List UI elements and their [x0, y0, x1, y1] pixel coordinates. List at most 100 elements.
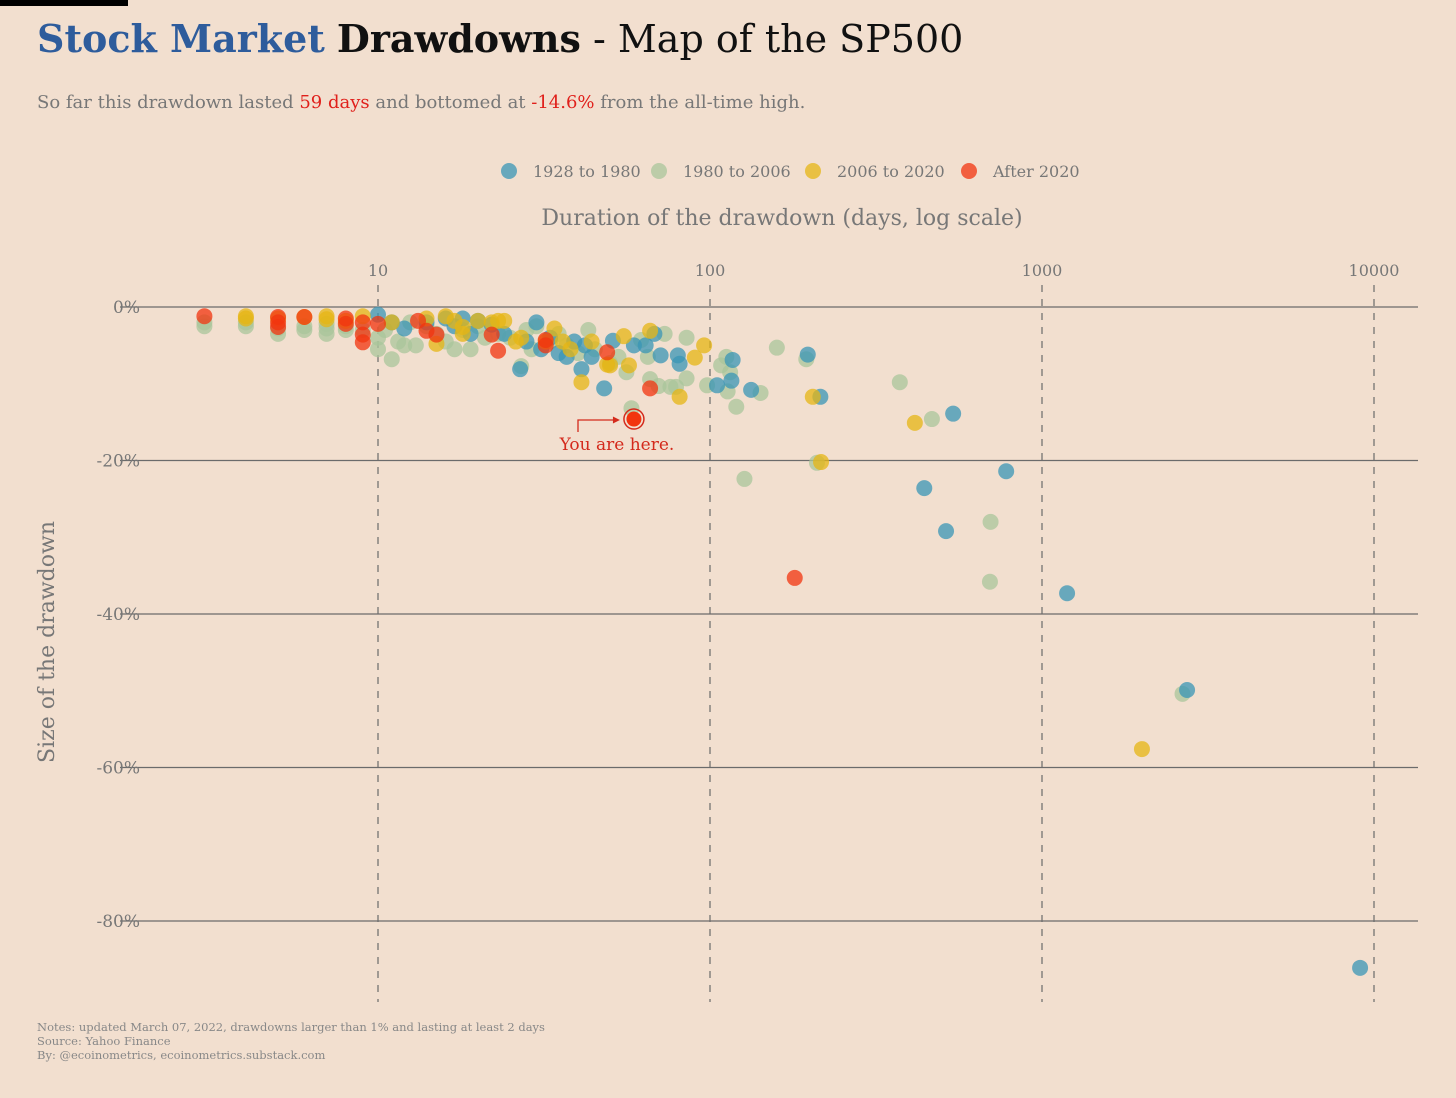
data-point: [337, 315, 354, 332]
data-point: [383, 314, 400, 331]
data-point: [602, 357, 619, 374]
x-tick-label: 1000: [1022, 261, 1063, 280]
data-point: [891, 374, 908, 391]
legend-marker: [651, 163, 667, 179]
data-point: [1059, 585, 1076, 602]
data-point: [354, 334, 371, 351]
y-axis-title: Size of the drawdown: [35, 521, 60, 763]
data-point: [696, 337, 713, 354]
data-point: [804, 388, 821, 405]
data-point: [799, 346, 816, 363]
data-point: [768, 339, 785, 356]
data-point: [270, 318, 287, 335]
title-part2: Drawdowns: [336, 16, 581, 61]
data-point: [469, 312, 486, 329]
y-tick-label: -60%: [96, 759, 140, 779]
page-title: Stock Market Drawdowns - Map of the SP50…: [37, 16, 963, 61]
legend-label: 1928 to 1980: [533, 162, 641, 181]
y-tick-label: 0%: [113, 298, 140, 318]
data-point: [1133, 741, 1150, 758]
title-part3: - Map of the SP500: [580, 17, 964, 61]
x-tick-label: 10: [368, 261, 388, 280]
annotation-arrow: [577, 419, 618, 432]
data-point: [513, 329, 530, 346]
footnotes: Notes: updated March 07, 2022, drawdowns…: [37, 1020, 545, 1062]
data-point: [490, 342, 507, 359]
subtitle: So far this drawdown lasted 59 days and …: [37, 92, 805, 113]
data-point: [678, 370, 695, 387]
data-point: [1179, 681, 1196, 698]
data-point: [583, 333, 600, 350]
data-point: [396, 320, 413, 337]
data-point: [678, 329, 695, 346]
data-point: [615, 328, 632, 345]
data-point: [671, 355, 688, 372]
data-point: [728, 398, 745, 415]
data-point: [596, 380, 613, 397]
data-point: [573, 374, 590, 391]
data-point: [637, 337, 654, 354]
data-point: [945, 405, 962, 422]
data-point: [998, 463, 1015, 480]
data-point: [938, 523, 955, 540]
y-tick-label: -80%: [96, 912, 140, 932]
data-point: [736, 470, 753, 487]
legend-label: After 2020: [992, 162, 1080, 181]
y-tick-label: -40%: [96, 605, 140, 625]
current-point-ring: [623, 408, 645, 430]
data-point: [454, 325, 471, 342]
brand-bar: [0, 0, 128, 6]
data-point: [813, 454, 830, 471]
data-point: [652, 347, 669, 364]
legend-label: 1980 to 2006: [683, 162, 791, 181]
data-point: [562, 341, 579, 358]
subtitle-post: from the all-time high.: [594, 92, 806, 113]
subtitle-mid: and bottomed at: [369, 92, 532, 113]
data-point: [496, 325, 513, 342]
data-point: [428, 326, 445, 343]
data-point: [1352, 959, 1369, 976]
data-point: [354, 314, 371, 331]
legend-marker: [961, 163, 977, 179]
legend-marker: [805, 163, 821, 179]
data-point: [982, 513, 999, 530]
data-point: [483, 326, 500, 343]
x-tick-label: 100: [695, 261, 726, 280]
data-point: [512, 361, 529, 378]
subtitle-days: 59 days: [299, 92, 370, 113]
data-point: [370, 341, 386, 358]
data-point: [573, 361, 590, 378]
data-point: [923, 411, 940, 428]
subtitle-pct: -14.6%: [531, 92, 595, 113]
data-point: [743, 381, 760, 398]
data-point: [318, 311, 335, 328]
data-point: [237, 308, 254, 325]
note-byline: By: @ecoinometrics, ecoinometrics.substa…: [37, 1048, 326, 1062]
annotation-label: You are here.: [559, 435, 675, 455]
data-point: [296, 308, 313, 325]
data-point: [981, 573, 998, 590]
data-point: [906, 414, 923, 431]
title-part1: Stock Market: [37, 16, 325, 61]
data-point: [723, 372, 740, 389]
data-point: [625, 337, 642, 354]
data-point: [546, 320, 563, 337]
data-point: [916, 480, 933, 497]
data-point: [671, 388, 688, 405]
x-tick-label: 10000: [1349, 261, 1400, 280]
data-point: [528, 314, 545, 331]
note-updated: Notes: updated March 07, 2022, drawdowns…: [37, 1020, 545, 1034]
data-point: [407, 337, 424, 354]
data-point: [642, 322, 659, 339]
subtitle-pre: So far this drawdown lasted: [37, 92, 300, 113]
legend-label: 2006 to 2020: [837, 162, 945, 181]
data-point: [196, 308, 213, 325]
data-point: [724, 351, 741, 368]
data-point: [620, 357, 637, 374]
legend-marker: [501, 163, 517, 179]
data-point: [709, 377, 726, 394]
data-point: [396, 337, 413, 354]
data-point: [686, 349, 703, 366]
data-point: [583, 348, 600, 365]
